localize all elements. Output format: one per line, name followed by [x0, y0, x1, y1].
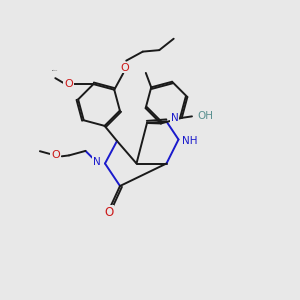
Text: N: N — [171, 113, 179, 123]
Text: OH: OH — [198, 111, 214, 122]
Text: O: O — [104, 206, 113, 219]
Text: methoxy: methoxy — [52, 70, 58, 71]
Text: O: O — [64, 79, 73, 88]
Text: O: O — [51, 150, 60, 160]
Text: O: O — [120, 63, 129, 73]
Text: NH: NH — [182, 136, 198, 146]
Text: N: N — [93, 157, 101, 167]
